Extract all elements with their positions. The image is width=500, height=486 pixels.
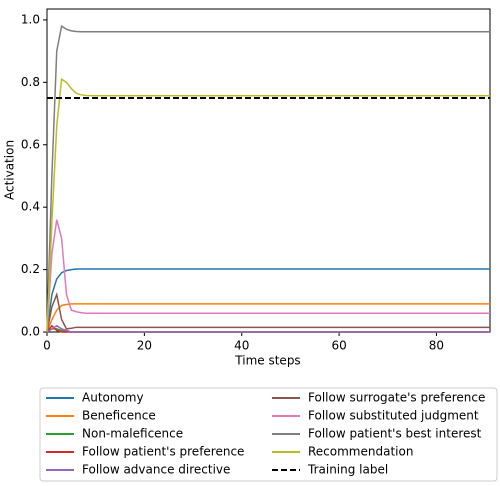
legend-label: Follow advance directive — [82, 463, 230, 477]
legend-label: Follow patient's preference — [82, 445, 244, 459]
series-line — [46, 291, 490, 333]
series-line — [46, 219, 490, 333]
legend-label: Beneficence — [82, 409, 156, 423]
y-tick-label: 1.0 — [21, 12, 40, 26]
series-line — [46, 324, 490, 333]
legend-label: Training label — [307, 463, 388, 477]
x-tick-label: 0 — [43, 339, 51, 353]
legend-label: Recommendation — [308, 445, 413, 459]
x-tick-label: 40 — [234, 339, 249, 353]
x-tick-label: 20 — [137, 339, 152, 353]
series-line — [46, 77, 490, 333]
x-tick-label: 60 — [331, 339, 346, 353]
y-tick-label: 0.8 — [21, 75, 40, 89]
series-line — [46, 268, 490, 333]
series-line — [46, 24, 490, 333]
plot-frame — [46, 8, 491, 333]
legend-label: Follow surrogate's preference — [308, 391, 485, 405]
legend-label: Autonomy — [82, 391, 144, 405]
y-axis-label: Activation — [3, 140, 17, 200]
legend-box — [39, 387, 498, 482]
y-tick-label: 0.0 — [21, 325, 40, 339]
legend-label: Follow patient's best interest — [308, 427, 482, 441]
x-tick-label: 80 — [429, 339, 444, 353]
legend-label: Follow substituted judgment — [308, 409, 479, 423]
y-tick-label: 0.4 — [21, 200, 40, 214]
x-axis-label: Time steps — [234, 354, 300, 368]
series-line — [46, 303, 490, 333]
y-tick-label: 0.6 — [21, 137, 40, 151]
legend-label: Non-maleficence — [82, 427, 183, 441]
y-tick-label: 0.2 — [21, 262, 40, 276]
